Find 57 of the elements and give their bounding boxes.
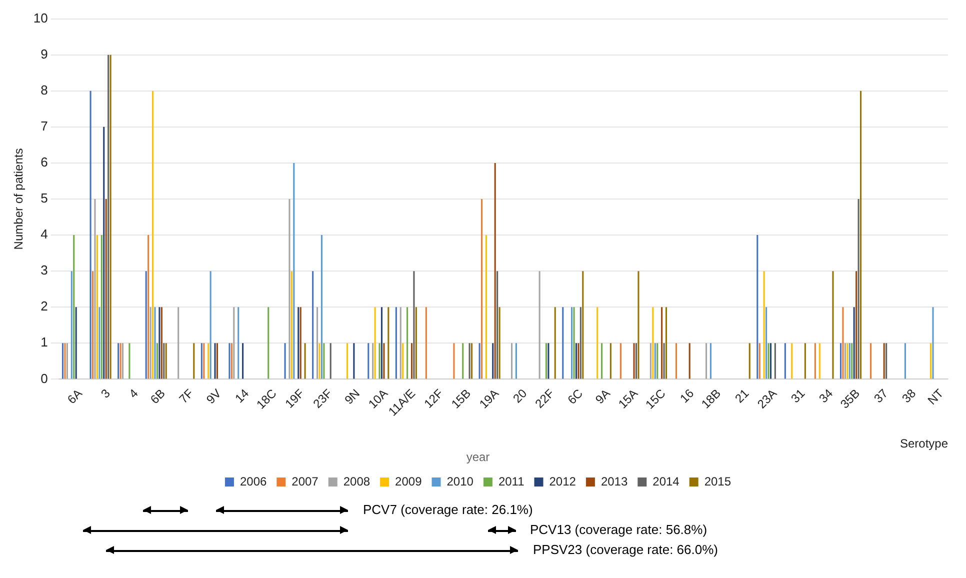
y-tick-label: 9 bbox=[40, 46, 48, 62]
x-tick-label: 37 bbox=[871, 386, 891, 406]
x-tick-label: 15A bbox=[616, 386, 641, 412]
y-tick-label: 0 bbox=[40, 370, 48, 386]
x-tick-label: 20 bbox=[510, 386, 530, 406]
x-tick-label: 15C bbox=[642, 386, 668, 412]
legend-label: 2007 bbox=[292, 474, 319, 488]
legend-label: 2011 bbox=[498, 474, 525, 488]
legend-title: year bbox=[466, 450, 490, 464]
x-tick-label: 23F bbox=[310, 386, 336, 412]
x-axis-title: Serotype bbox=[900, 436, 948, 451]
y-tick-label: 3 bbox=[40, 262, 48, 278]
x-tick-label: 38 bbox=[899, 386, 919, 406]
legend-label: 2008 bbox=[343, 474, 370, 488]
text: PPSV23 (coverage rate: 66.0%) bbox=[533, 542, 718, 557]
x-tick-label: 15B bbox=[448, 386, 474, 412]
y-tick-label: 10 bbox=[33, 10, 48, 26]
x-tick-label: 34 bbox=[816, 386, 836, 406]
text: PCV7 (coverage rate: 26.1%) bbox=[363, 502, 533, 517]
legend-label: 2014 bbox=[652, 474, 680, 488]
x-tick-label: 6A bbox=[64, 386, 85, 407]
x-tick-label: 18B bbox=[699, 386, 724, 412]
x-tick-label: 23A bbox=[754, 386, 780, 412]
text: PCV13 (coverage rate: 56.8%) bbox=[530, 522, 708, 537]
legend-label: 2015 bbox=[704, 474, 732, 488]
y-tick-label: 1 bbox=[40, 334, 48, 350]
x-tick-label: 21 bbox=[732, 386, 752, 406]
y-tick-label: 4 bbox=[40, 226, 48, 242]
x-tick-label: 9V bbox=[204, 386, 224, 407]
legend-label: 2006 bbox=[240, 474, 267, 488]
legend-label: 2010 bbox=[446, 474, 474, 488]
x-tick-label: 12F bbox=[422, 386, 446, 412]
x-tick-label: 19F bbox=[282, 386, 308, 412]
x-tick-label: 6C bbox=[564, 386, 586, 408]
x-tick-label: 4 bbox=[126, 386, 141, 402]
x-tick-label: 22F bbox=[532, 386, 558, 412]
x-tick-label: 3 bbox=[98, 386, 113, 402]
x-tick-label: NT bbox=[925, 386, 946, 408]
y-tick-label: 8 bbox=[40, 82, 48, 98]
legend-label: 2013 bbox=[600, 474, 628, 488]
x-tick-label: 9A bbox=[592, 386, 613, 407]
legend-label: 2009 bbox=[395, 474, 422, 488]
x-tick-label: 35B bbox=[838, 386, 863, 412]
x-tick-label: 18C bbox=[254, 386, 280, 412]
x-tick-label: 6B bbox=[148, 386, 168, 407]
y-tick-label: 7 bbox=[40, 118, 48, 134]
x-tick-label: 7F bbox=[176, 386, 196, 406]
y-tick-label: 5 bbox=[40, 190, 48, 206]
x-tick-label: 31 bbox=[788, 386, 808, 406]
y-axis-title: Number of patients bbox=[12, 148, 26, 250]
y-tick-label: 2 bbox=[40, 298, 48, 314]
legend-label: 2012 bbox=[549, 474, 576, 488]
x-tick-label: 19A bbox=[476, 386, 502, 412]
y-tick-label: 6 bbox=[40, 154, 48, 170]
x-tick-label: 16 bbox=[676, 386, 696, 406]
x-tick-label: 9N bbox=[342, 386, 363, 408]
x-tick-label: 14 bbox=[232, 386, 252, 406]
